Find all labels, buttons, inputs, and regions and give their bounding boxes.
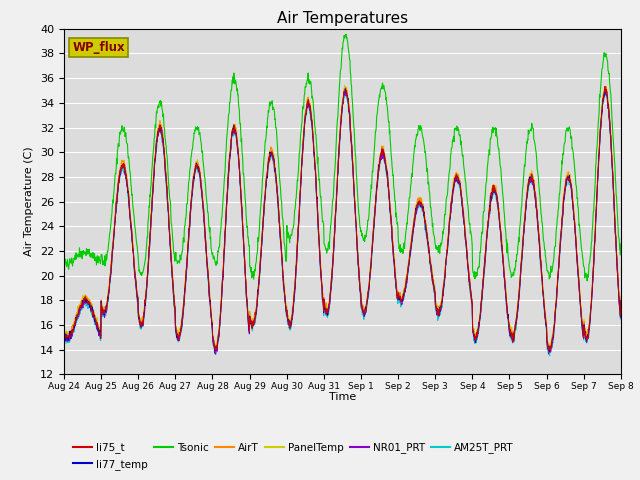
li77_temp [552, 308, 559, 313]
Line: li77_temp: li77_temp [64, 89, 621, 352]
PanelTemp [552, 305, 559, 311]
Tsonic [246, 263, 254, 269]
Legend: li75_t, li77_temp, Tsonic, AirT, PanelTemp, NR01_PRT, AM25T_PRT: li75_t, li77_temp, Tsonic, AirT, PanelTe… [69, 438, 518, 474]
AirT [246, 313, 254, 319]
PanelTemp [212, 346, 220, 351]
AM25T_PRT [246, 321, 254, 326]
PanelTemp [340, 83, 348, 88]
PanelTemp [60, 328, 68, 334]
PanelTemp [502, 293, 510, 299]
Tsonic [60, 255, 68, 261]
li75_t [60, 331, 68, 336]
Line: NR01_PRT: NR01_PRT [64, 90, 621, 354]
AirT [546, 348, 554, 354]
AirT [429, 272, 436, 278]
li75_t [429, 276, 436, 282]
li77_temp [184, 246, 191, 252]
AirT [502, 283, 509, 289]
Y-axis label: Air Temperature (C): Air Temperature (C) [24, 147, 35, 256]
AirT [170, 299, 178, 305]
Line: PanelTemp: PanelTemp [64, 85, 621, 348]
li75_t [502, 286, 509, 291]
li77_temp [246, 317, 254, 323]
PanelTemp [617, 296, 625, 301]
AM25T_PRT [546, 353, 554, 359]
Line: Tsonic: Tsonic [64, 34, 621, 281]
li77_temp [502, 295, 509, 300]
li75_t [601, 84, 609, 89]
NR01_PRT [246, 321, 254, 326]
PanelTemp [246, 313, 254, 319]
li75_t [617, 298, 625, 303]
AM25T_PRT [429, 284, 437, 289]
NR01_PRT [617, 300, 625, 306]
NR01_PRT [603, 87, 611, 93]
li77_temp [170, 303, 178, 309]
AM25T_PRT [617, 302, 625, 308]
AM25T_PRT [502, 298, 509, 303]
li77_temp [617, 298, 625, 303]
Tsonic [617, 240, 625, 246]
AM25T_PRT [60, 333, 68, 339]
AM25T_PRT [552, 311, 559, 317]
AirT [617, 294, 625, 300]
PanelTemp [184, 241, 191, 247]
li75_t [184, 244, 191, 250]
Line: AM25T_PRT: AM25T_PRT [64, 92, 621, 356]
Line: AirT: AirT [64, 86, 621, 351]
NR01_PRT [170, 304, 178, 310]
Text: WP_flux: WP_flux [72, 41, 125, 54]
AM25T_PRT [170, 304, 178, 310]
AirT [601, 83, 609, 89]
PanelTemp [170, 298, 178, 303]
Tsonic [551, 243, 559, 249]
li75_t [551, 310, 559, 316]
li77_temp [342, 86, 349, 92]
NR01_PRT [184, 247, 191, 253]
li77_temp [60, 334, 68, 340]
AirT [184, 243, 191, 249]
Tsonic [429, 228, 437, 234]
X-axis label: Time: Time [329, 393, 356, 402]
li77_temp [429, 281, 437, 287]
NR01_PRT [502, 291, 509, 297]
Tsonic [184, 192, 191, 197]
AirT [60, 329, 68, 335]
Line: li75_t: li75_t [64, 86, 621, 350]
Title: Air Temperatures: Air Temperatures [277, 11, 408, 26]
li77_temp [546, 349, 554, 355]
Tsonic [502, 231, 509, 237]
Tsonic [583, 278, 591, 284]
PanelTemp [429, 276, 437, 282]
Tsonic [170, 251, 178, 256]
Tsonic [342, 31, 350, 37]
NR01_PRT [551, 314, 559, 320]
li75_t [246, 314, 254, 320]
NR01_PRT [429, 281, 437, 287]
NR01_PRT [212, 351, 220, 357]
AM25T_PRT [184, 250, 191, 255]
li75_t [170, 300, 178, 305]
li75_t [545, 348, 552, 353]
AirT [551, 308, 559, 313]
NR01_PRT [60, 333, 68, 339]
AM25T_PRT [342, 89, 349, 95]
